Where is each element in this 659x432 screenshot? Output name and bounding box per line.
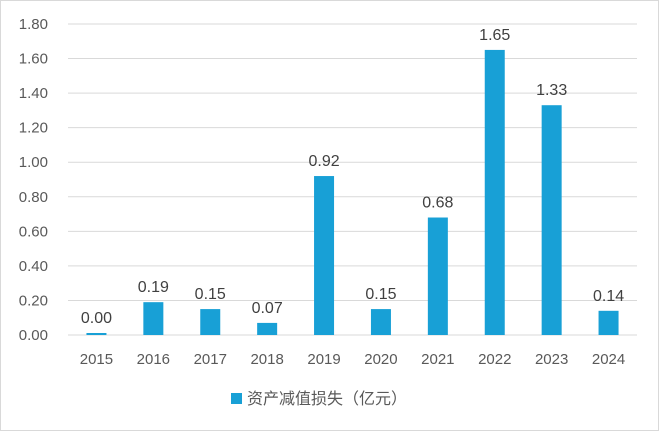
y-tick-label: 1.00 bbox=[19, 154, 48, 171]
bar-2023 bbox=[541, 105, 562, 335]
data-label-2024: 0.14 bbox=[593, 288, 624, 305]
y-tick-label: 1.40 bbox=[19, 85, 48, 102]
bar-2021 bbox=[427, 217, 448, 335]
x-tick-label: 2024 bbox=[592, 351, 625, 368]
bar-2019 bbox=[314, 176, 335, 335]
bar-2022 bbox=[484, 49, 505, 336]
y-tick-label: 0.40 bbox=[19, 258, 48, 275]
bar-2015 bbox=[86, 333, 107, 335]
y-tick-label: 0.00 bbox=[19, 327, 48, 344]
x-tick-label: 2018 bbox=[250, 351, 283, 368]
x-tick-label: 2019 bbox=[307, 351, 340, 368]
x-tick-label: 2016 bbox=[137, 351, 170, 368]
x-tick-label: 2021 bbox=[421, 351, 454, 368]
y-tick-label: 0.80 bbox=[19, 189, 48, 206]
bar-2024 bbox=[598, 310, 619, 335]
gridlines bbox=[68, 23, 637, 336]
legend-label: 资产减值损失（亿元） bbox=[247, 389, 407, 408]
x-tick-label: 2017 bbox=[194, 351, 227, 368]
data-label-2019: 0.92 bbox=[308, 153, 339, 170]
bar-2018 bbox=[257, 322, 278, 335]
x-axis-ticks: 2015 2016 2017 2018 2019 2020 2021 2022 2023 2024 bbox=[80, 351, 625, 368]
y-tick-label: 0.20 bbox=[19, 292, 48, 309]
data-label-2020: 0.15 bbox=[365, 286, 396, 303]
data-label-2022: 1.65 bbox=[479, 27, 510, 44]
bar-2016 bbox=[143, 302, 164, 335]
data-label-2017: 0.15 bbox=[195, 286, 226, 303]
x-tick-label: 2023 bbox=[535, 351, 568, 368]
x-tick-label: 2022 bbox=[478, 351, 511, 368]
y-axis-ticks: 0.00 0.20 0.40 0.60 0.80 1.00 1.20 1.40 1.60 1.80 bbox=[19, 16, 48, 344]
y-tick-label: 0.60 bbox=[19, 223, 48, 240]
legend: 资产减值损失（亿元） bbox=[231, 389, 407, 408]
data-labels: 0.00 0.19 0.15 0.07 0.92 0.15 0.68 1.65 1.33 0.14 bbox=[81, 27, 624, 327]
bar-2017 bbox=[200, 309, 221, 335]
data-label-2016: 0.19 bbox=[138, 279, 169, 296]
y-tick-label: 1.80 bbox=[19, 16, 48, 33]
y-tick-label: 1.20 bbox=[19, 120, 48, 137]
bars bbox=[86, 49, 619, 336]
bar-2020 bbox=[370, 309, 391, 335]
y-tick-label: 1.60 bbox=[19, 51, 48, 68]
x-tick-label: 2020 bbox=[364, 351, 397, 368]
data-label-2015: 0.00 bbox=[81, 310, 112, 327]
data-label-2018: 0.07 bbox=[252, 300, 283, 317]
data-label-2021: 0.68 bbox=[422, 195, 453, 212]
data-label-2023: 1.33 bbox=[536, 82, 567, 99]
x-tick-label: 2015 bbox=[80, 351, 113, 368]
legend-swatch bbox=[231, 393, 242, 404]
